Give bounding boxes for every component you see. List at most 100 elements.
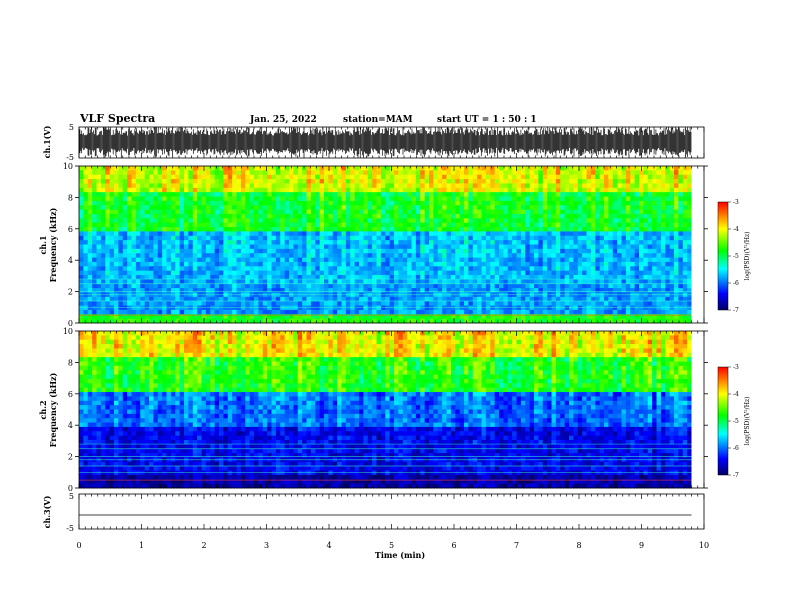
spectrogram-ch1-cell — [188, 166, 194, 171]
spectrogram-ch1-cell — [332, 235, 338, 241]
spectrogram-ch1-cell — [118, 309, 124, 315]
spectrogram-ch1-cell — [652, 200, 657, 206]
spectrogram-ch1-cell — [639, 209, 644, 215]
spectrogram-ch1-cell — [166, 301, 172, 306]
spectrogram-ch1-cell — [477, 166, 482, 171]
spectrogram-ch1-cell — [109, 266, 115, 272]
spectrogram-ch1-cell — [227, 314, 233, 320]
spectrogram-ch1-cell — [437, 196, 443, 202]
spectrogram-ch1-cell — [363, 209, 369, 215]
spectrogram-ch1-cell — [100, 205, 106, 211]
spectrogram-ch1-cell — [569, 192, 574, 197]
spectrogram-ch1-cell — [162, 218, 167, 224]
spectrogram-ch1-cell — [534, 192, 539, 197]
spectrogram-ch1-cell — [468, 257, 474, 263]
spectrogram-ch1-cell — [83, 174, 89, 180]
spectrogram-ch1-cell — [520, 266, 526, 272]
spectrogram-ch1-cell — [232, 187, 237, 193]
spectrogram-ch1-cell — [411, 266, 417, 272]
spectrogram-ch1-cell — [555, 166, 561, 171]
spectrogram-ch1-cell — [555, 222, 561, 228]
spectrogram-ch1-cell — [258, 288, 264, 293]
spectrogram-ch1-cell — [656, 183, 662, 189]
spectrogram-ch1-cell — [630, 235, 636, 241]
spectrogram-ch1-cell — [324, 166, 329, 171]
spectrogram-ch1-cell — [608, 187, 614, 193]
spectrogram-ch1-cell — [586, 187, 592, 193]
spectrogram-ch1-cell — [302, 244, 307, 250]
spectrogram-ch1-cell — [420, 253, 426, 258]
spectrogram-ch1-cell — [477, 222, 482, 228]
spectrogram-ch1-cell — [551, 192, 557, 197]
spectrogram-ch1-cell — [569, 183, 574, 189]
spectrogram-ch1-cell — [652, 187, 657, 193]
spectrogram-ch1-cell — [214, 305, 220, 311]
spectrogram-ch1-cell — [429, 240, 434, 245]
spectrogram-ch1-cell — [507, 174, 513, 180]
spectrogram-ch1-cell — [350, 192, 356, 197]
spectrogram-ch1-cell — [345, 283, 351, 289]
spectrogram-ch1-cell — [538, 257, 544, 263]
spectrogram-ch1-cell — [240, 266, 246, 272]
spectrogram-ch1-cell — [472, 222, 478, 228]
spectrogram-ch1-cell — [367, 200, 373, 206]
spectrogram-ch1-cell — [275, 253, 281, 258]
spectrogram-ch1-cell — [306, 170, 312, 176]
spectrogram-ch1-cell — [92, 183, 97, 189]
spectrogram-ch1-cell — [446, 279, 452, 285]
spectrogram-ch1-cell — [350, 288, 356, 293]
spectrogram-ch1-cell — [79, 213, 84, 219]
spectrogram-ch1-cell — [577, 314, 583, 320]
spectrogram-ch1-cell — [647, 222, 653, 228]
spectrogram-ch1-cell — [660, 213, 666, 219]
spectrogram-ch1-cell — [525, 261, 531, 267]
spectrogram-ch1-cell — [464, 222, 469, 228]
spectrogram-ch1-cell — [83, 288, 89, 293]
spectrogram-ch1-cell — [512, 314, 517, 320]
spectrogram-ch1-cell — [118, 240, 124, 245]
spectrogram-ch1-cell — [363, 213, 369, 219]
spectrogram-ch1-cell — [149, 227, 154, 232]
spectrogram-ch1-cell — [547, 270, 552, 276]
spectrogram-ch1-cell — [223, 275, 229, 280]
spectrogram-ch1-cell — [477, 257, 482, 263]
spectrogram-ch1-cell — [402, 235, 408, 241]
spectrogram-ch1-cell — [503, 266, 509, 272]
spectrogram-ch1-cell — [179, 270, 185, 276]
spectrogram-ch1-cell — [223, 266, 229, 272]
spectrogram-ch1-cell — [367, 309, 373, 315]
spectrogram-ch1-cell — [442, 257, 447, 263]
spectrogram-ch1-cell — [293, 192, 299, 197]
spectrogram-ch1-cell — [647, 309, 653, 315]
spectrogram-ch1-cell — [236, 305, 242, 311]
spectrogram-ch1-cell — [424, 187, 430, 193]
spectrogram-ch1-cell — [289, 296, 294, 302]
spectrogram-ch1-cell — [289, 227, 294, 232]
spectrogram-ch1-cell — [555, 240, 561, 245]
spectrogram-ch1-cell — [415, 318, 421, 324]
spectrogram-ch1-cell — [534, 314, 539, 320]
spectrogram-ch1-cell — [275, 305, 281, 311]
spectrogram-ch1-cell — [175, 213, 181, 219]
spectrogram-ch1-cell — [127, 244, 132, 250]
spectrogram-ch1-cell — [660, 174, 666, 180]
spectrogram-ch1-cell — [525, 279, 531, 285]
spectrogram-ch1-cell — [341, 257, 347, 263]
spectrogram-ch1-cell — [232, 257, 237, 263]
spectrogram-ch1-cell — [232, 222, 237, 228]
spectrogram-ch1-cell — [660, 187, 666, 193]
spectrogram-ch1-cell — [534, 222, 539, 228]
spectrogram-ch1-cell — [551, 200, 557, 206]
spectrogram-ch1-cell — [407, 209, 412, 215]
spectrogram-ch1-cell — [240, 205, 246, 211]
spectrogram-ch1-cell — [267, 257, 272, 263]
spectrogram-ch1-cell — [376, 244, 382, 250]
spectrogram-ch1-cell — [197, 283, 202, 289]
spectrogram-ch1-cell — [109, 166, 115, 171]
spectrogram-ch1-cell — [420, 305, 426, 311]
spectrogram-ch1-cell — [350, 170, 356, 176]
spectrogram-ch1-cell — [341, 218, 347, 224]
spectrogram-ch1-cell — [494, 187, 500, 193]
spectrogram-ch1-cell — [337, 183, 342, 189]
spectrogram-ch1-cell — [258, 309, 264, 315]
